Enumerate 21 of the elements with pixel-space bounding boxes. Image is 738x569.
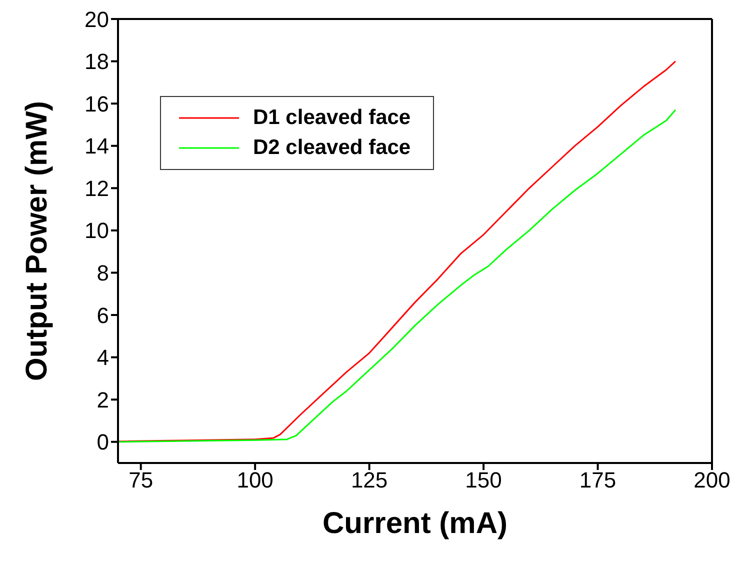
y-tick-label: 6 (96, 302, 109, 328)
x-axis-title: Current (mA) (322, 507, 508, 540)
x-tick-label: 75 (128, 468, 154, 493)
x-tick-label: 125 (350, 468, 388, 493)
x-tick-label: 150 (465, 468, 502, 493)
y-tick-label: 16 (84, 91, 109, 116)
y-tick-label: 18 (84, 49, 109, 74)
y-tick-label: 12 (84, 176, 109, 201)
y-tick-label: 8 (96, 260, 109, 286)
legend-label: D2 cleaved face (253, 135, 411, 161)
y-tick-label: 0 (96, 430, 109, 455)
y-axis-title: Output Power (mW) (20, 101, 54, 381)
y-tick-label: 4 (96, 345, 109, 370)
y-tick-label: 14 (84, 134, 109, 159)
y-tick-label: 2 (96, 387, 109, 412)
x-tick-label: 100 (236, 468, 274, 493)
x-tick-label: 200 (694, 468, 730, 493)
y-tick-label: 20 (84, 6, 109, 32)
y-tick-label: 10 (84, 218, 109, 244)
x-tick-label: 175 (579, 468, 616, 493)
legend-label: D1 cleaved face (253, 105, 411, 131)
